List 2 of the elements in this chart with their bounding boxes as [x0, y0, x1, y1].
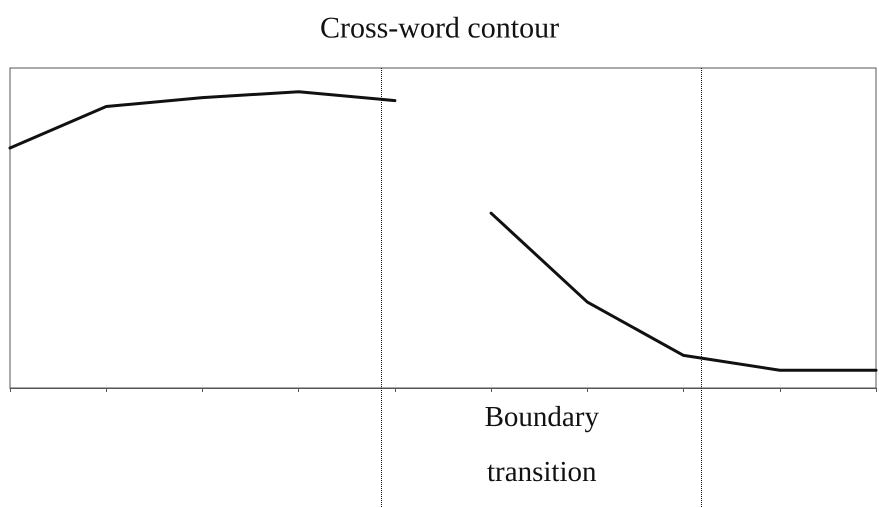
- text: Boundary transition: [484, 400, 600, 490]
- chart-title: Cross-word contour: [320, 12, 560, 44]
